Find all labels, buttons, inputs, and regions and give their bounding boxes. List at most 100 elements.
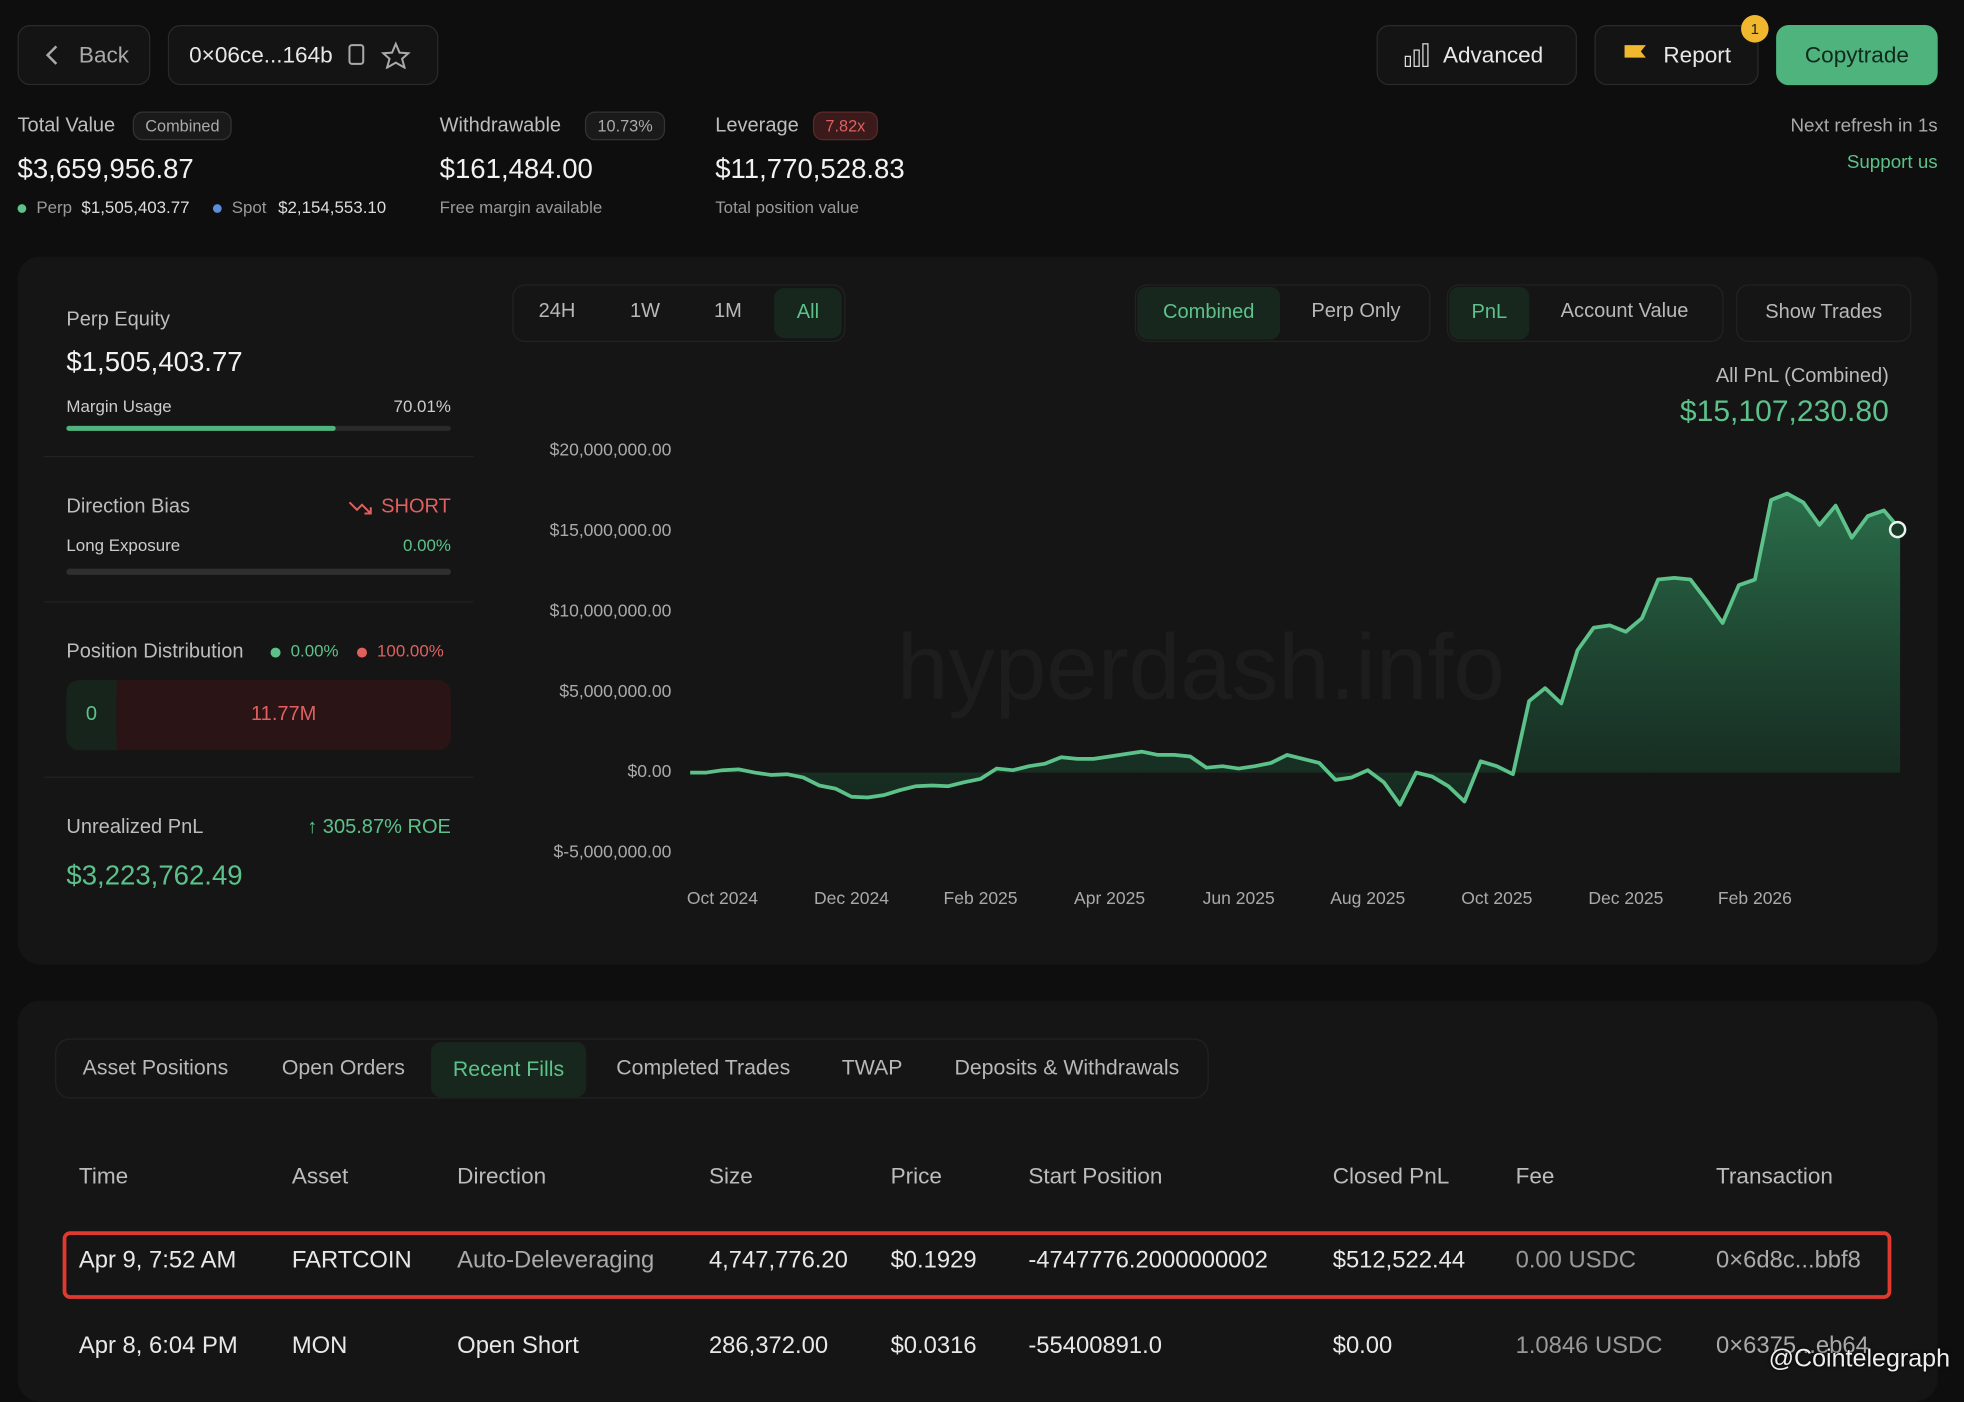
margin-bar-track [66,425,451,431]
report-badge: 1 [1741,15,1769,43]
address-box[interactable]: 0×06ce...164b [167,25,439,86]
y-tick-label: $20,000,000.00 [550,440,672,460]
range-button[interactable]: 24H [538,300,576,322]
perp-dot [17,204,27,213]
cell: 286,372.00 [708,1332,829,1360]
x-tick-label: Oct 2024 [687,888,758,908]
cell: FARTCOIN [291,1247,412,1274]
perp-equity-label: Perp Equity [66,309,170,331]
x-tick-label: Feb 2026 [1718,888,1792,908]
copytrade-button[interactable]: Copytrade [1776,25,1938,86]
credit: @Cointelegraph [1768,1345,1951,1373]
report-label: Report [1663,41,1732,68]
cell: 1.0846 USDC [1515,1332,1663,1360]
long-dot [270,647,281,658]
column-header: Time [78,1163,129,1189]
chart-title: All PnL (Combined) [1715,365,1889,388]
cell: $0.00 [1332,1332,1393,1360]
cell: $0.1929 [890,1247,977,1274]
cell: Apr 8, 6:04 PM [78,1332,238,1360]
y-tick-label: $-5,000,000.00 [554,842,672,862]
direction-value: SHORT [381,496,451,518]
area-fill [690,493,1901,805]
spot-label: Spot [231,197,267,217]
cell: -4747776.2000000002 [1028,1247,1268,1274]
cell: $0.0316 [890,1332,977,1360]
back-label: Back [78,41,130,68]
report-button[interactable]: Report [1594,25,1759,86]
advanced-button[interactable]: Advanced [1376,25,1577,86]
leverage-value: $11,770,528.83 [715,152,905,185]
leverage-note: Total position value [715,197,860,217]
x-tick-label: Apr 2025 [1074,888,1145,908]
show-trades-button[interactable]: Show Trades [1736,284,1912,342]
divider [43,455,474,458]
tab[interactable]: Completed Trades [616,1055,791,1080]
chart-panel [17,256,1938,965]
unrealized-value: $3,223,762.49 [66,859,243,891]
advanced-label: Advanced [1442,41,1544,68]
exposure-bar [66,568,451,575]
copytrade-label: Copytrade [1804,41,1909,68]
leverage-tag: 7.82x [812,111,878,141]
address: 0×06ce...164b [189,41,333,68]
perp-label: Perp [36,197,73,217]
cell: 0.00 USDC [1515,1247,1636,1274]
x-tick-label: Dec 2025 [1588,888,1663,908]
withdrawable-label: Withdrawable [439,115,562,137]
address-icons [347,41,411,69]
range-button[interactable]: All [774,288,842,339]
back-button[interactable]: Back [17,25,151,86]
cell[interactable]: 0×6375...eb64 [1715,1332,1869,1360]
tab[interactable]: TWAP [841,1055,903,1080]
x-tick-label: Feb 2025 [944,888,1018,908]
perp-value: $1,505,403.77 [81,197,190,217]
roe-value: 305.87% ROE [322,816,451,838]
margin-usage-label: Margin Usage [66,397,172,416]
short-dot [356,647,367,658]
refresh: Next refresh in 1s [1790,115,1938,137]
x-tick-label: Oct 2025 [1461,888,1532,908]
tab[interactable]: Open Orders [281,1055,405,1080]
cell: Auto-Deleveraging [457,1247,655,1274]
metric-button[interactable]: PnL [1449,286,1530,340]
withdrawable-note: Free margin available [439,197,603,217]
line [690,491,1902,807]
range-group [512,284,846,342]
long-bar: 0 [66,680,117,751]
tab[interactable]: Deposits & Withdrawals [954,1055,1180,1080]
total-value-label: Total Value [17,115,116,137]
column-header: Direction [457,1163,547,1189]
range-button[interactable]: 1W [630,300,661,322]
column-header: Price [890,1163,942,1189]
total-value: $3,659,956.87 [17,152,194,185]
y-tick-label: $10,000,000.00 [550,600,672,620]
short-share: 100.00% [377,641,444,661]
margin-bar-fill [66,425,336,431]
mode-button[interactable]: Perp Only [1311,300,1401,322]
tab[interactable]: Recent Fills [430,1042,587,1098]
range-button[interactable]: 1M [713,300,742,322]
metric-button[interactable]: Account Value [1560,300,1689,322]
column-header: Closed PnL [1332,1163,1450,1189]
tab[interactable]: Asset Positions [82,1055,229,1080]
cell: -55400891.0 [1028,1332,1163,1360]
chart-total: $15,107,230.80 [1679,394,1889,429]
column-header: Fee [1515,1163,1555,1189]
cell: Apr 9, 7:52 AM [78,1247,237,1274]
column-header: Transaction [1715,1163,1833,1189]
flag-icon [1624,45,1646,67]
leverage-label: Leverage [715,115,799,137]
advanced-icon [1404,43,1429,68]
support-link[interactable]: Support us [1846,151,1938,173]
long-exposure-label: Long Exposure [66,536,181,555]
divider [43,601,474,603]
long-share: 0.00% [290,641,339,661]
distribution-label: Position Distribution [66,641,244,663]
back-icon [45,45,58,65]
highlight-box [62,1231,1892,1299]
mode-button[interactable]: Combined [1137,286,1281,340]
table-panel [17,1000,1938,1402]
cell[interactable]: 0×6d8c...bbf8 [1715,1247,1861,1274]
